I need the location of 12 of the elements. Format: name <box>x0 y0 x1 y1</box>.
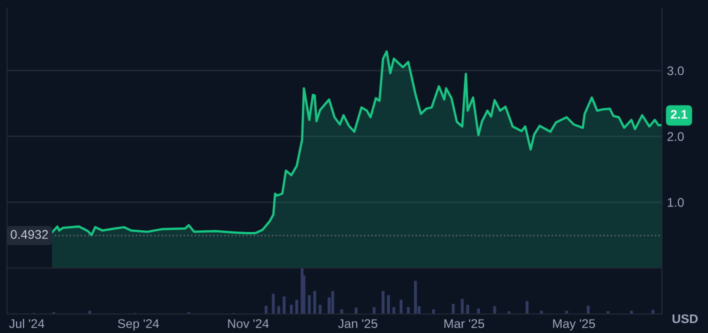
x-tick-label: Jan '25 <box>338 319 378 328</box>
text: USD <box>672 314 698 324</box>
x-tick-label: Mar '25 <box>444 319 484 328</box>
annotation: 2.1 <box>670 110 688 119</box>
y-tick-label: 3.0 <box>667 66 684 76</box>
x-tick-label: May '25 <box>553 319 595 331</box>
x-tick-label: Nov '24 <box>228 319 269 328</box>
y-tick-label: 1.0 <box>668 198 684 207</box>
x-tick-label: Jul '24 <box>9 318 44 328</box>
y-tick-label: 2.0 <box>667 132 684 142</box>
ref-line-label: 0.4932 <box>10 230 48 239</box>
x-tick-label: Sep '24 <box>118 319 159 331</box>
